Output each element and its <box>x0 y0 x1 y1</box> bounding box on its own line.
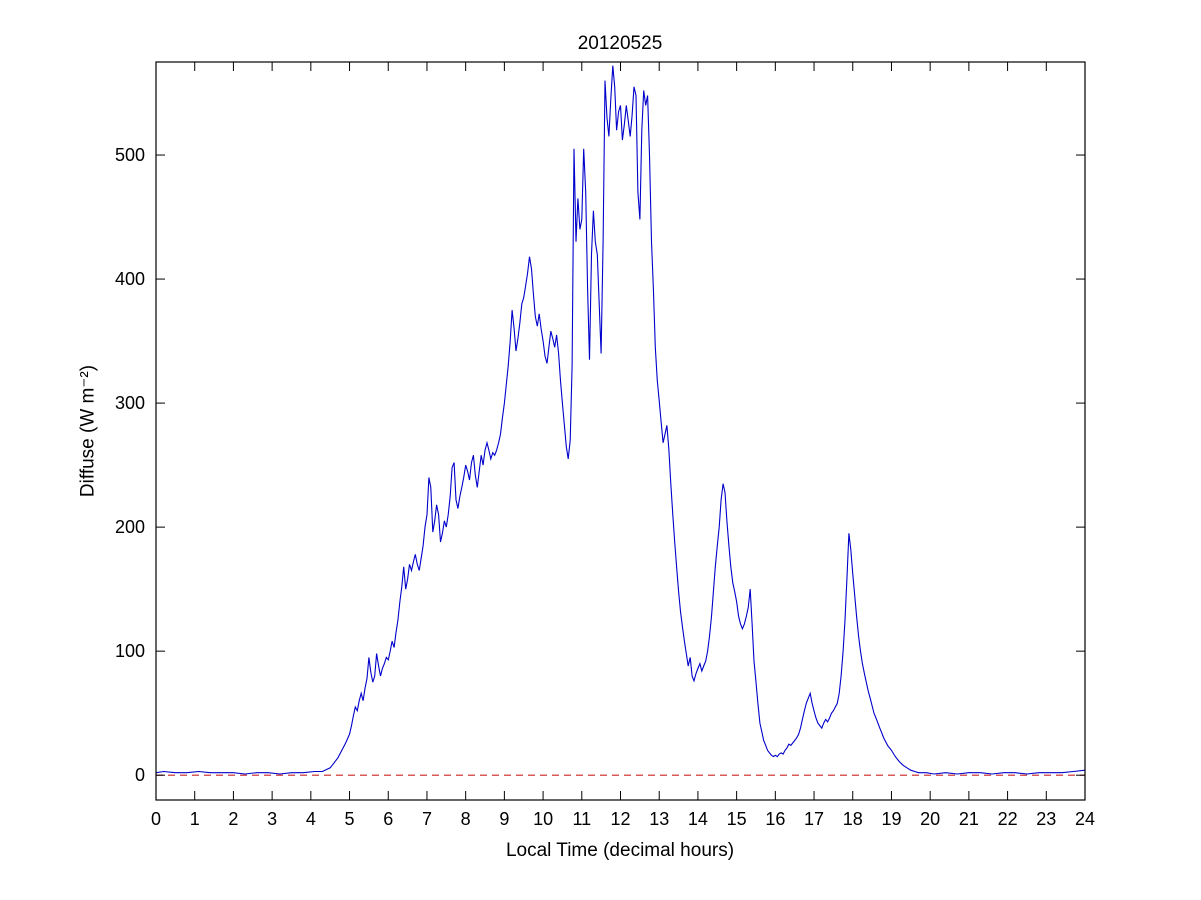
x-tick-label: 24 <box>1075 809 1095 829</box>
x-tick-label: 14 <box>688 809 708 829</box>
y-tick-label: 400 <box>115 269 145 289</box>
x-tick-label: 11 <box>572 809 591 829</box>
y-tick-label: 0 <box>135 765 145 785</box>
y-ticks: 0 100 200 300 400 500 <box>115 145 1085 785</box>
x-tick-label: 5 <box>345 809 355 829</box>
x-tick-label: 20 <box>920 809 940 829</box>
y-tick-label: 100 <box>115 641 145 661</box>
x-tick-label: 9 <box>499 809 509 829</box>
x-tick-label: 22 <box>998 809 1018 829</box>
x-axis-label: Local Time (decimal hours) <box>505 840 735 861</box>
axis-box <box>155 61 1086 801</box>
chart-title: 20120525 <box>577 33 663 54</box>
y-tick-label: 300 <box>115 393 145 413</box>
x-tick-label: 7 <box>422 809 432 829</box>
x-tick-label: 4 <box>306 809 316 829</box>
x-tick-label: 0 <box>151 809 161 829</box>
y-tick-label: 500 <box>115 145 145 165</box>
x-tick-label: 10 <box>533 809 553 829</box>
y-tick-label: 200 <box>115 517 145 537</box>
x-tick-label: 8 <box>461 809 471 829</box>
x-tick-label: 18 <box>843 809 863 829</box>
x-tick-label: 19 <box>881 809 901 829</box>
x-tick-label: 1 <box>190 809 200 829</box>
x-tick-label: 6 <box>383 809 393 829</box>
x-tick-label: 23 <box>1036 809 1056 829</box>
x-tick-label: 2 <box>228 809 238 829</box>
x-tick-label: 17 <box>804 809 824 829</box>
series-diffuse-irradiance <box>155 65 1086 775</box>
x-tick-label: 15 <box>727 809 747 829</box>
x-tick-label: 13 <box>649 809 669 829</box>
x-tick-label: 16 <box>765 809 785 829</box>
x-tick-label: 21 <box>959 809 979 829</box>
x-ticks: 0 1 2 3 4 5 6 7 8 9 10 11 12 13 14 15 16 17 18 19 20 21 22 23 24 <box>151 62 1095 829</box>
x-tick-label: 3 <box>267 809 277 829</box>
x-tick-label: 12 <box>610 809 630 829</box>
